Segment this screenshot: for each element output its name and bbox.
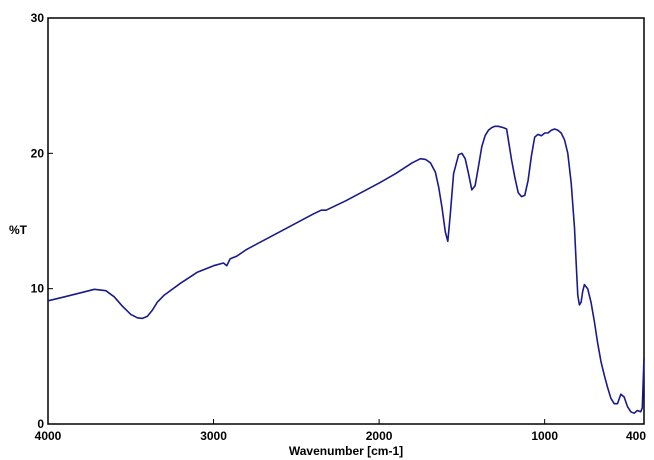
plot-frame bbox=[47, 17, 645, 425]
x-tick-label: 1000 bbox=[531, 429, 558, 443]
y-tick-label: 20 bbox=[31, 146, 45, 160]
x-tick-label: 2000 bbox=[366, 429, 393, 443]
spectrum-series-line bbox=[47, 125, 645, 414]
x-tick-label: 3000 bbox=[200, 429, 227, 443]
y-tick-label: 30 bbox=[31, 11, 45, 25]
y-tick-label: 0 bbox=[37, 417, 44, 431]
x-axis-title: Wavenumber [cm-1] bbox=[289, 444, 403, 458]
x-tick-label: 4000 bbox=[35, 429, 62, 443]
y-axis-title: %T bbox=[9, 223, 28, 237]
y-tick-label: 10 bbox=[31, 282, 45, 296]
x-tick-label: 400 bbox=[626, 429, 646, 443]
y-axis: 0 10 20 30 bbox=[31, 11, 53, 431]
x-axis: 4000 3000 2000 1000 400 bbox=[35, 419, 646, 443]
